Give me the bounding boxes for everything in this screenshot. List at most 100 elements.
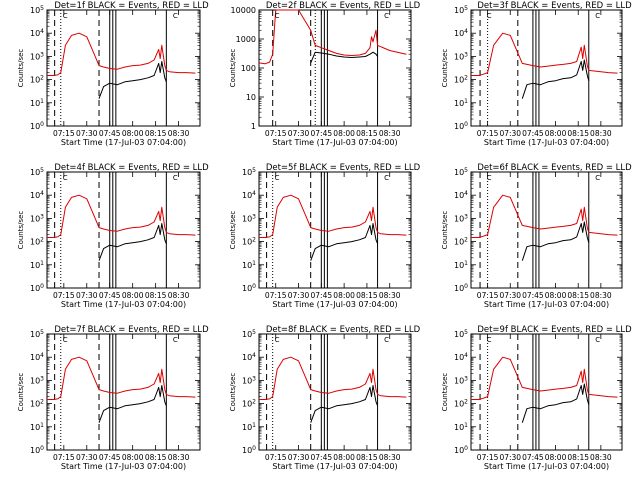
attenuator-marker-label: C	[595, 336, 600, 344]
x-tick-label: 07:45	[99, 453, 121, 462]
attenuator-marker-label: C	[63, 174, 68, 182]
lld-series-line	[47, 32, 196, 76]
y-tick-label: 102	[454, 75, 468, 85]
y-axis-label: Counts/sec	[17, 49, 25, 88]
x-tick-label: 07:15	[477, 291, 499, 300]
x-tick-label: 07:15	[477, 453, 499, 462]
panel-det-7: Det=7f BLACK = Events, RED = LLD 100 101 10…	[17, 325, 209, 471]
plot-frame	[46, 171, 201, 289]
x-tick-label: 07:45	[99, 129, 121, 138]
x-tick-label: 08:30	[590, 453, 612, 462]
y-tick-label: 103	[242, 213, 256, 223]
lld-series-line	[471, 194, 618, 238]
events-series-line	[98, 223, 167, 261]
attenuator-marker-label: C	[173, 336, 178, 344]
y-tick-label: 105	[454, 167, 468, 177]
x-tick-label: 07:45	[522, 453, 544, 462]
x-tick-label: 08:00	[333, 453, 355, 462]
x-tick-label: 07:15	[265, 129, 287, 138]
y-tick-label: 105	[454, 329, 468, 339]
x-tick-label: 08:15	[145, 453, 167, 462]
x-tick-label: 07:15	[265, 453, 287, 462]
lld-series-line	[47, 194, 196, 238]
plot-frame	[258, 9, 412, 127]
panel-title: Det=7f BLACK = Events, RED = LLD	[54, 325, 209, 335]
x-tick-label: 08:15	[145, 129, 167, 138]
events-series-line	[521, 59, 590, 99]
x-tick-label: 08:15	[567, 129, 589, 138]
x-tick-label: 07:45	[311, 129, 333, 138]
y-tick-label: 102	[242, 399, 256, 409]
lld-series-line	[259, 356, 407, 400]
y-tick-label: 105	[242, 167, 256, 177]
y-axis-label: Counts/sec	[229, 49, 237, 88]
attenuator-marker-label: C	[487, 174, 492, 182]
y-axis-label: Counts/sec	[441, 211, 449, 250]
attenuator-marker-label: C	[173, 12, 178, 20]
x-tick-label: 08:30	[379, 453, 401, 462]
attenuator-marker-label: C	[275, 174, 280, 182]
events-series-line	[310, 385, 379, 423]
x-tick-label: 07:30	[76, 129, 98, 138]
x-axis-label: Start Time (17-Jul-03 07:04:00)	[61, 300, 186, 309]
x-tick-label: 07:15	[53, 129, 75, 138]
y-tick-label: 105	[30, 329, 44, 339]
x-tick-label: 07:30	[499, 453, 521, 462]
y-tick-label: 100	[30, 283, 44, 293]
y-tick-label: 101	[30, 260, 44, 270]
x-axis-label: Start Time (17-Jul-03 07:04:00)	[61, 138, 186, 147]
y-tick-label: 103	[454, 213, 468, 223]
attenuator-marker-label: C	[63, 336, 68, 344]
y-tick-label: 104	[30, 190, 44, 200]
panel-det-1: Det=1f BLACK = Events, RED = LLD 100 101 10…	[17, 1, 209, 147]
y-axis-label: Counts/sec	[441, 49, 449, 88]
y-tick-label: 102	[30, 75, 44, 85]
y-tick-label: 101	[242, 260, 256, 270]
events-series-line	[310, 51, 379, 64]
y-tick-label: 100	[454, 445, 468, 455]
y-tick-label: 104	[242, 352, 256, 362]
x-tick-label: 07:45	[311, 453, 333, 462]
attenuator-marker-label: C	[487, 336, 492, 344]
x-tick-label: 08:15	[145, 291, 167, 300]
y-tick-label: 100	[454, 283, 468, 293]
y-tick-label: 103	[30, 51, 44, 61]
y-tick-label: 104	[454, 190, 468, 200]
x-axis-label: Start Time (17-Jul-03 07:04:00)	[272, 462, 397, 471]
lld-series-line	[47, 356, 196, 400]
events-series-line	[521, 383, 590, 423]
panel-det-5: Det=5f BLACK = Events, RED = LLD 100 101 10…	[229, 163, 421, 309]
x-tick-label: 08:15	[356, 453, 378, 462]
y-tick-label: 101	[242, 422, 256, 432]
x-tick-label: 07:15	[53, 453, 75, 462]
y-tick-label: 100	[242, 445, 256, 455]
y-tick-label: 104	[242, 190, 256, 200]
events-series-line	[521, 221, 590, 261]
x-tick-label: 07:30	[288, 129, 310, 138]
x-tick-label: 07:30	[499, 129, 521, 138]
plot-frame	[470, 171, 623, 289]
y-tick-label: 105	[30, 167, 44, 177]
attenuator-marker-label: C	[487, 12, 492, 20]
y-tick-label: 104	[454, 352, 468, 362]
x-axis-label: Start Time (17-Jul-03 07:04:00)	[484, 138, 609, 147]
y-tick-label: 103	[242, 375, 256, 385]
y-tick-label: 104	[30, 352, 44, 362]
plot-frame	[258, 171, 412, 289]
y-axis-label: Counts/sec	[17, 373, 25, 412]
x-tick-label: 08:00	[122, 129, 144, 138]
x-tick-label: 08:00	[333, 129, 355, 138]
x-tick-label: 08:30	[379, 291, 401, 300]
y-tick-label: 105	[30, 5, 44, 15]
panel-title: Det=6f BLACK = Events, RED = LLD	[477, 163, 632, 173]
attenuator-marker-label: C	[595, 12, 600, 20]
x-tick-label: 08:30	[379, 129, 401, 138]
x-tick-label: 07:15	[53, 291, 75, 300]
panel-title: Det=2f BLACK = Events, RED = LLD	[266, 1, 421, 11]
attenuator-marker-label: C	[384, 12, 389, 20]
x-axis-label: Start Time (17-Jul-03 07:04:00)	[484, 462, 609, 471]
x-tick-label: 07:45	[522, 129, 544, 138]
x-tick-label: 08:00	[545, 453, 567, 462]
plot-frame	[470, 333, 623, 451]
